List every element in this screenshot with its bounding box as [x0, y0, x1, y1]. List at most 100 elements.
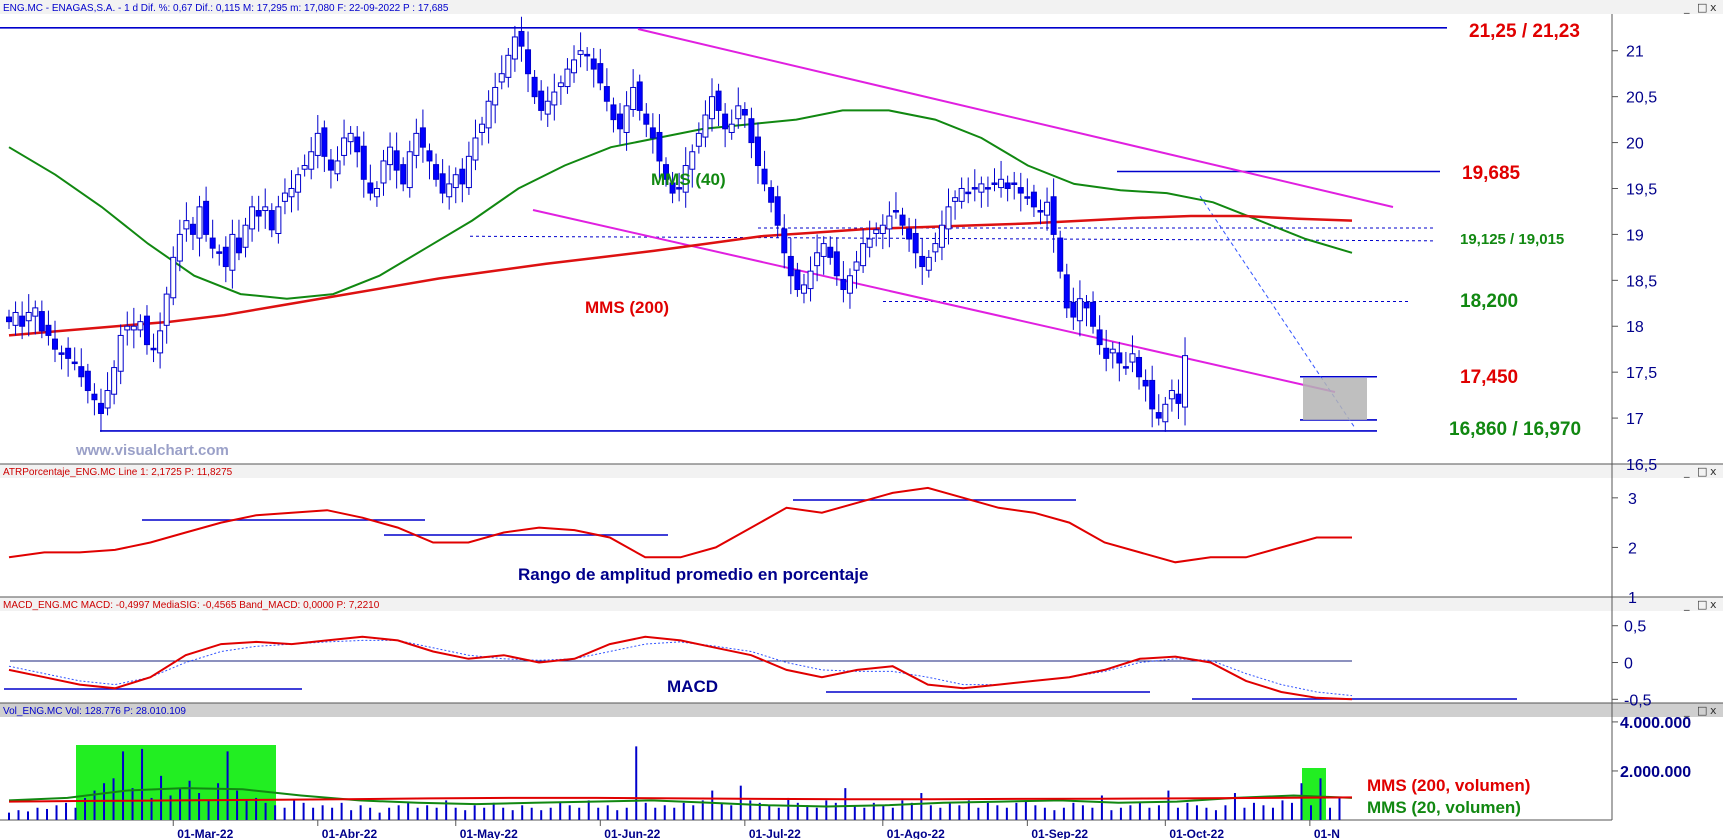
candle-body — [419, 127, 426, 148]
candle-body — [1044, 201, 1051, 216]
candle-body — [229, 233, 236, 271]
candle-body — [971, 187, 978, 190]
minimize-button[interactable]: _ — [1683, 1, 1690, 14]
channel-upper-line — [637, 28, 1394, 208]
candle-body — [406, 151, 413, 189]
candle-body — [636, 81, 643, 111]
candle-body — [551, 91, 558, 106]
candle-body — [571, 59, 578, 74]
candle-body — [111, 367, 118, 395]
candle-body — [6, 316, 12, 323]
candle-body — [800, 284, 807, 294]
candle-body — [945, 206, 952, 230]
volume-tick-label: 4.000.000 — [1620, 715, 1691, 732]
candle-body — [1182, 355, 1189, 408]
close-button[interactable]: x — [1710, 1, 1717, 14]
candle-body — [912, 232, 919, 254]
candle-body — [932, 243, 939, 253]
candle-body — [301, 165, 308, 170]
macd-signal-line — [8, 639, 1353, 697]
candle-body — [433, 164, 440, 180]
macd-tick-label: -0,5 — [1624, 692, 1652, 709]
atr-panel-header: ATRPorcentaje_ENG.MC Line 1: 2,1725 P: 1… — [3, 467, 233, 478]
candle-body — [45, 324, 52, 336]
channel-lower-line — [532, 209, 1336, 393]
candle-body — [373, 187, 380, 198]
candle-body — [649, 127, 656, 139]
candle-body — [1122, 366, 1129, 369]
maximize-button[interactable]: □ — [1697, 465, 1707, 478]
candle-body — [807, 270, 814, 290]
candle-body — [104, 390, 111, 409]
minimize-button[interactable]: _ — [1683, 465, 1690, 478]
candle-body — [97, 402, 104, 414]
x-tick-label: 01-Oct-22 — [1169, 827, 1224, 839]
candle-body — [439, 173, 446, 194]
candle-body — [1050, 196, 1057, 235]
candle-body — [991, 182, 998, 185]
candle-body — [1057, 237, 1064, 272]
candle-body — [498, 73, 505, 83]
candle-body — [1109, 348, 1116, 354]
maximize-button[interactable]: □ — [1697, 704, 1707, 717]
candle-body — [446, 183, 453, 198]
candle-body — [610, 104, 617, 121]
macd-panel-header: MACD_ENG.MC MACD: -0,4997 MediaSIG: -0,4… — [3, 600, 380, 611]
minimize-button[interactable]: _ — [1683, 704, 1690, 717]
candle-body — [1175, 393, 1182, 404]
volume-panel-header: Vol_ENG.MC Vol: 128.776 P: 28.010.109 — [3, 706, 186, 717]
candle-body — [814, 252, 821, 267]
price-tick-label: 20,5 — [1626, 90, 1657, 107]
candle-body — [833, 251, 840, 277]
candle-body — [492, 86, 499, 106]
candle-body — [1024, 196, 1031, 199]
candle-body — [183, 220, 190, 230]
candle-body — [505, 54, 512, 78]
candle-body — [978, 183, 985, 193]
price-tick-label: 20 — [1626, 136, 1644, 153]
minimize-button[interactable]: _ — [1683, 598, 1690, 611]
atr-tick-label: 1 — [1628, 590, 1637, 607]
candle-body — [1116, 352, 1123, 364]
price-tick-label: 19 — [1626, 227, 1644, 244]
candle-body — [334, 160, 341, 175]
volume-mms20-label: MMS (20, volumen) — [1367, 798, 1521, 817]
candle-body — [465, 155, 472, 189]
price-tick-label: 16,5 — [1626, 457, 1657, 474]
candle-body — [1076, 298, 1083, 322]
mms200-line — [8, 214, 1353, 337]
close-button[interactable]: x — [1710, 704, 1717, 717]
candle-body — [65, 347, 72, 359]
candle-body — [347, 132, 354, 143]
candle-body — [117, 334, 124, 372]
candle-body — [354, 136, 361, 153]
candle-body — [170, 256, 177, 299]
mms40-label: MMS (40) — [651, 170, 726, 189]
candle-body — [702, 114, 709, 138]
candle-body — [1063, 274, 1070, 309]
candle-body — [1004, 182, 1011, 189]
candle-body — [1090, 301, 1097, 327]
close-button[interactable]: x — [1710, 598, 1717, 611]
atr-tick-label: 3 — [1628, 491, 1637, 508]
price-tick-label: 17 — [1626, 411, 1644, 428]
maximize-button[interactable]: □ — [1697, 1, 1707, 14]
candle-body — [866, 238, 873, 248]
close-button[interactable]: x — [1710, 465, 1717, 478]
candle-body — [235, 237, 242, 254]
candle-body — [544, 100, 551, 115]
candle-body — [663, 164, 669, 180]
candle-body — [176, 233, 183, 262]
x-tick-label: 01-Sep-22 — [1031, 827, 1088, 839]
price-tick-label: 17,5 — [1626, 365, 1657, 382]
macd-tick-label: 0 — [1624, 656, 1633, 673]
candle-body — [998, 178, 1005, 189]
maximize-button[interactable]: □ — [1697, 598, 1707, 611]
x-tick-label: 01-Jul-22 — [749, 827, 801, 839]
candle-body — [557, 82, 564, 88]
candle-body — [314, 132, 321, 156]
price-panel-header: ENG.MC - ENAGAS,S.A. - 1 d Dif. %: 0,67 … — [3, 3, 449, 14]
candle-body — [459, 168, 466, 185]
candle-body — [1129, 353, 1136, 363]
